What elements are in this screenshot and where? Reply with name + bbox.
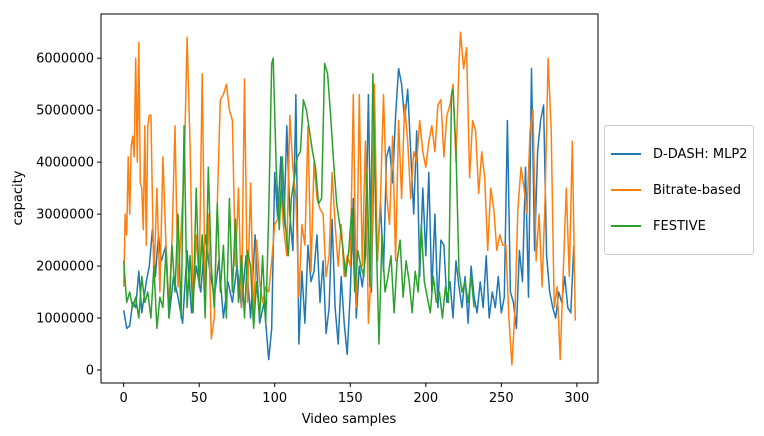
x-axis: 0 50 100 150 200 250 300 (120, 383, 589, 406)
x-tick-label: 200 (413, 391, 438, 406)
legend: D-DASH: MLP2 Bitrate-based FESTIVE (604, 125, 754, 255)
x-tick-label: 0 (120, 391, 128, 406)
x-axis-label: Video samples (302, 412, 397, 427)
y-tick-label: 2000000 (36, 260, 94, 275)
y-tick-label: 0 (86, 364, 94, 379)
legend-item-mlp2: D-DASH: MLP2 (611, 144, 748, 164)
x-tick-label: 150 (338, 391, 363, 406)
y-tick-label: 6000000 (36, 52, 94, 67)
legend-label-mlp2: D-DASH: MLP2 (653, 146, 748, 162)
legend-swatch-festive (611, 225, 641, 227)
legend-label-festive: FESTIVE (653, 218, 706, 234)
legend-label-bitrate: Bitrate-based (653, 182, 741, 198)
y-axis-label: capacity (11, 170, 26, 225)
x-tick-label: 250 (489, 391, 514, 406)
plot-frame (100, 13, 599, 384)
x-tick-label: 50 (191, 391, 208, 406)
y-axis: 0 1000000 2000000 3000000 4000000 5000000 6000… (36, 52, 101, 379)
series-line-2 (122, 57, 475, 345)
x-tick-label: 100 (262, 391, 287, 406)
series-layer (122, 31, 577, 366)
x-tick-label: 300 (564, 391, 589, 406)
legend-item-festive: FESTIVE (611, 216, 706, 236)
series-line-1 (122, 31, 577, 366)
y-tick-label: 3000000 (36, 208, 94, 223)
legend-swatch-mlp2 (611, 153, 641, 155)
legend-swatch-bitrate (611, 189, 641, 191)
y-tick-label: 5000000 (36, 104, 94, 119)
legend-item-bitrate: Bitrate-based (611, 180, 741, 200)
y-tick-label: 1000000 (36, 312, 94, 327)
y-tick-label: 4000000 (36, 156, 94, 171)
